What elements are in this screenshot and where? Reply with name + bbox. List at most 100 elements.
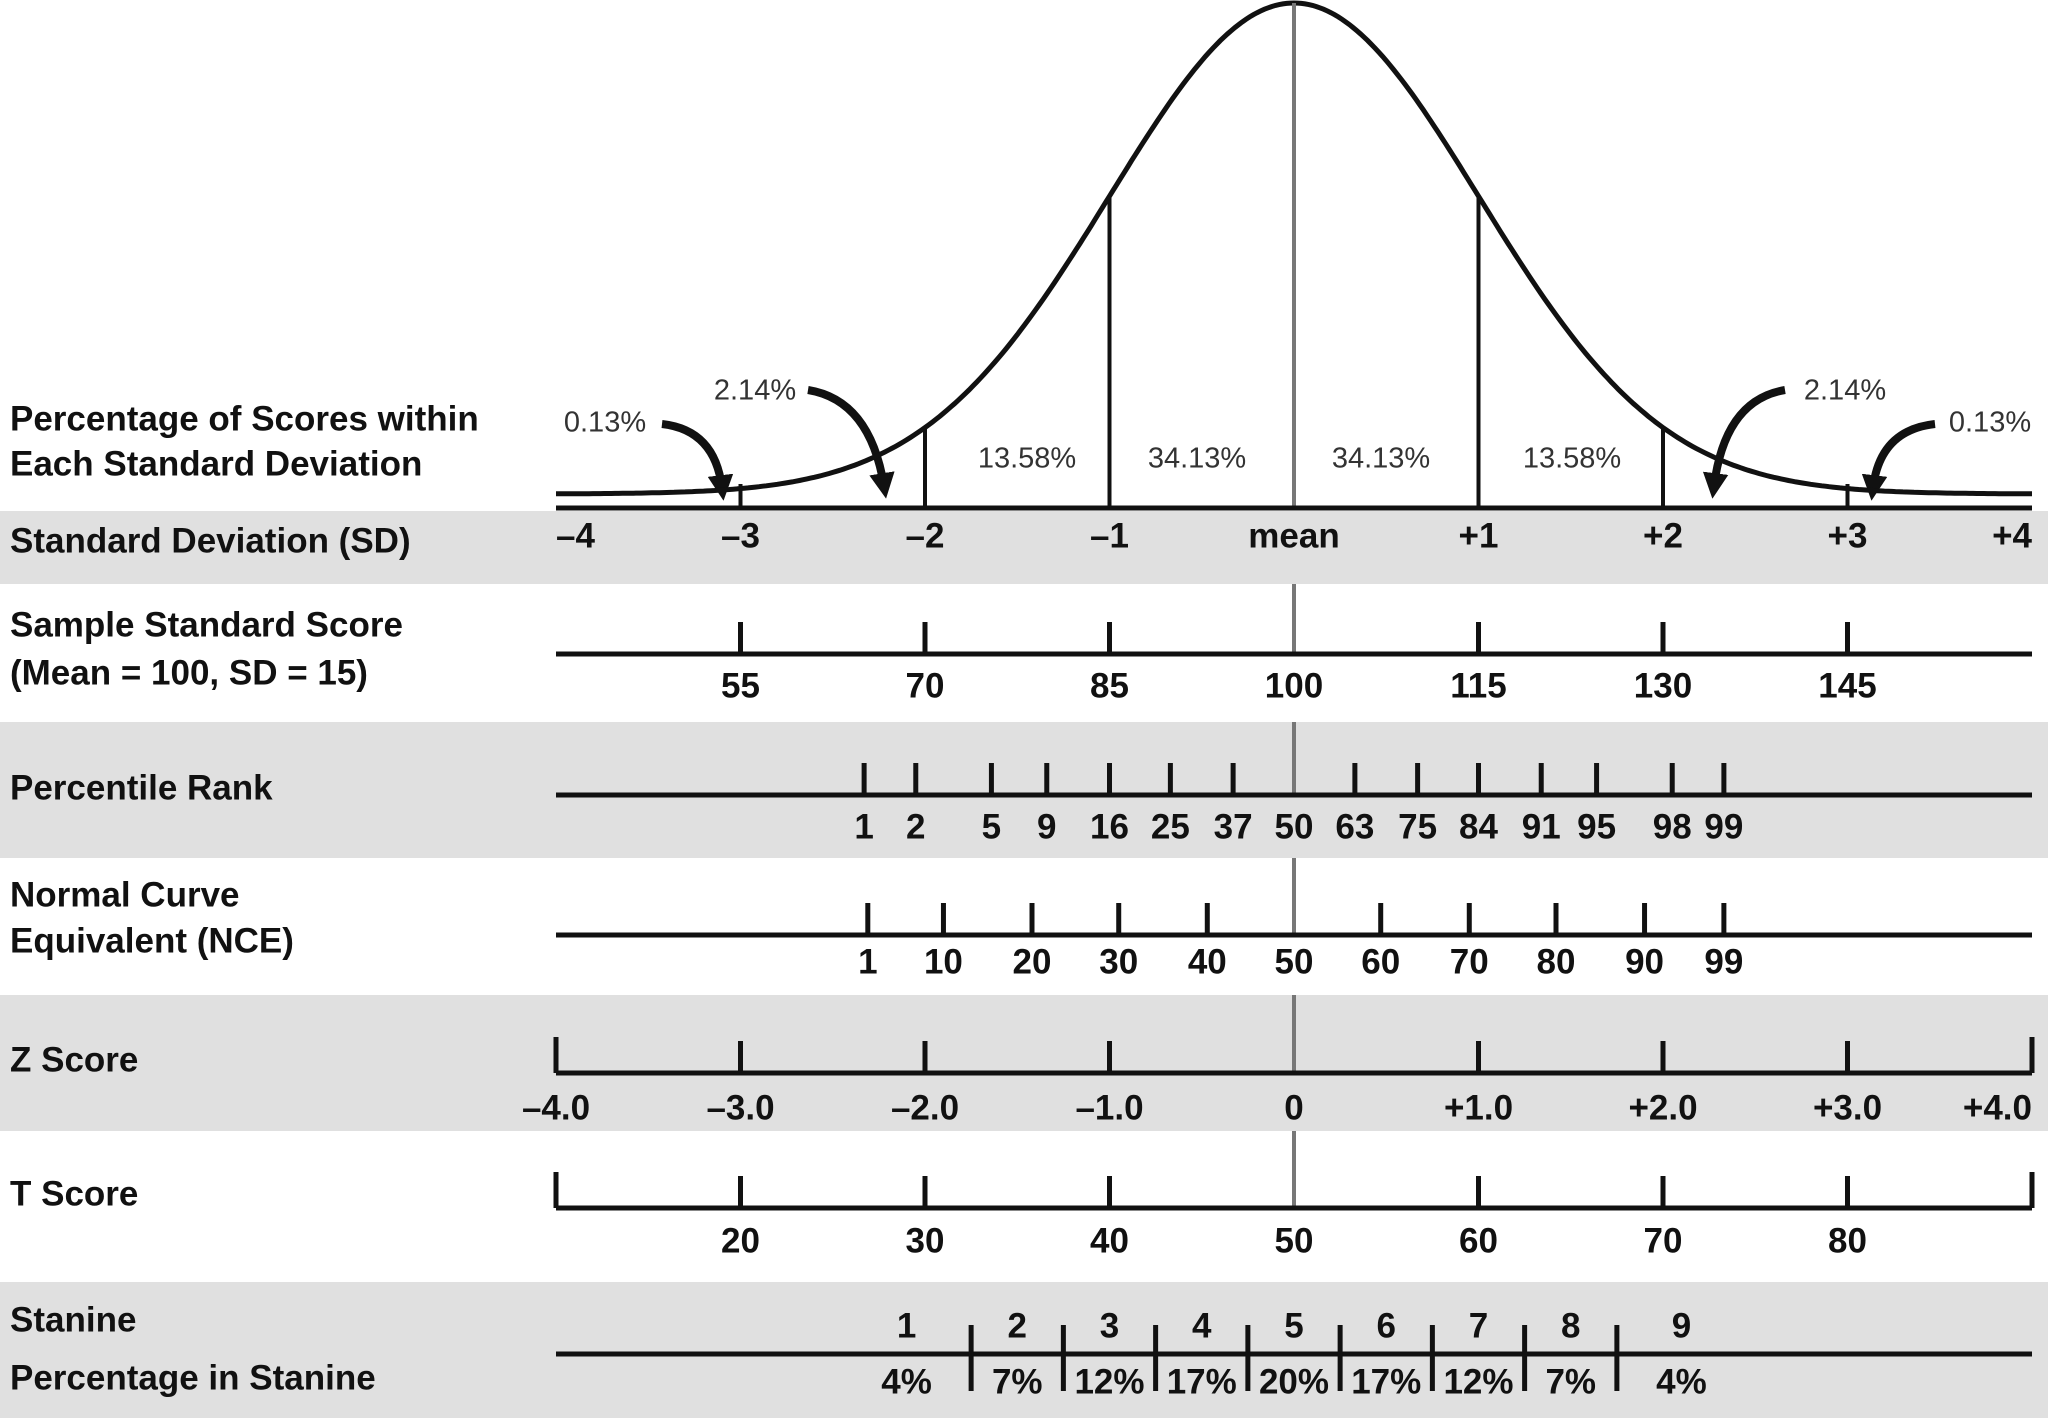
- stanine-number: 8: [1561, 1306, 1580, 1345]
- area-percentage: 34.13%: [1148, 443, 1246, 475]
- stanine-percentage: 12%: [1074, 1362, 1144, 1401]
- sd-label: mean: [1248, 516, 1339, 555]
- tick-label: 2: [906, 807, 925, 846]
- tick-label: +1.0: [1444, 1088, 1513, 1127]
- row-band: [0, 995, 2048, 1131]
- arrow: [661, 420, 734, 501]
- tick-label: 95: [1577, 807, 1616, 846]
- tick-label: 50: [1275, 807, 1314, 846]
- tick-label: 55: [721, 666, 760, 705]
- tick-label: 80: [1828, 1221, 1867, 1260]
- tick-label: 100: [1265, 666, 1323, 705]
- sd-label: –2: [906, 516, 945, 555]
- tick-label: 60: [1459, 1221, 1498, 1260]
- row-label: Percentage in Stanine: [10, 1358, 376, 1397]
- tick-label: 63: [1335, 807, 1374, 846]
- tick-label: 99: [1704, 942, 1743, 981]
- tick-label: 84: [1459, 807, 1498, 846]
- arrow: [807, 386, 895, 499]
- area-percentage: 2.14%: [714, 375, 796, 407]
- area-percentage: 2.14%: [1804, 375, 1886, 407]
- tick-label: –3.0: [706, 1088, 774, 1127]
- stanine-number: 7: [1469, 1306, 1488, 1345]
- tick-label: +3.0: [1813, 1088, 1882, 1127]
- tick-label: 80: [1537, 942, 1576, 981]
- sd-label: +2: [1643, 516, 1683, 555]
- tick-label: 99: [1704, 807, 1743, 846]
- arrow: [1702, 386, 1786, 499]
- stanine-number: 6: [1377, 1306, 1396, 1345]
- tick-label: 85: [1090, 666, 1129, 705]
- tick-label: 30: [906, 1221, 945, 1260]
- row-label: Equivalent (NCE): [10, 921, 294, 960]
- tick-label: –4.0: [522, 1088, 590, 1127]
- row-label: T Score: [10, 1174, 138, 1213]
- stanine-number: 9: [1672, 1306, 1691, 1345]
- stanine-number: 3: [1100, 1306, 1119, 1345]
- tick-label: 20: [1013, 942, 1052, 981]
- tick-label: 1: [854, 807, 873, 846]
- area-percentage: 13.58%: [978, 443, 1076, 475]
- tick-label: 5: [982, 807, 1001, 846]
- tick-label: +4.0: [1963, 1088, 2032, 1127]
- row-label: Stanine: [10, 1300, 136, 1339]
- curve-label: Each Standard Deviation: [10, 444, 422, 483]
- row-label: Standard Deviation (SD): [10, 521, 411, 560]
- tick-label: 37: [1214, 807, 1253, 846]
- tick-label: +2.0: [1628, 1088, 1697, 1127]
- stanine-percentage: 20%: [1259, 1362, 1329, 1401]
- area-percentage: 13.58%: [1523, 443, 1621, 475]
- tick-label: 40: [1090, 1221, 1129, 1260]
- stanine-number: 4: [1192, 1306, 1212, 1345]
- stanine-percentage: 7%: [1545, 1362, 1596, 1401]
- stanine-number: 2: [1008, 1306, 1027, 1345]
- tick-label: 130: [1634, 666, 1692, 705]
- tick-label: –2.0: [891, 1088, 959, 1127]
- tick-label: 10: [924, 942, 963, 981]
- tick-label: 115: [1450, 666, 1506, 705]
- tick-label: 98: [1653, 807, 1692, 846]
- row-band: [0, 722, 2048, 858]
- tick-label: –1.0: [1075, 1088, 1143, 1127]
- row-label: Percentile Rank: [10, 768, 273, 807]
- tick-label: 9: [1037, 807, 1056, 846]
- tick-label: 25: [1151, 807, 1190, 846]
- row-label: Z Score: [10, 1040, 138, 1079]
- stanine-percentage: 4%: [881, 1362, 932, 1401]
- stanine-percentage: 17%: [1167, 1362, 1237, 1401]
- row-bands: [0, 511, 2048, 1418]
- area-percentage: 0.13%: [564, 407, 646, 439]
- sd-label: +4: [1992, 516, 2032, 555]
- row-label: Sample Standard Score: [10, 605, 403, 644]
- tick-label: 50: [1275, 942, 1314, 981]
- tick-label: 16: [1090, 807, 1129, 846]
- tick-label: 145: [1818, 666, 1876, 705]
- tick-label: 40: [1188, 942, 1227, 981]
- tick-label: 20: [721, 1221, 760, 1260]
- arrows: [661, 386, 1936, 501]
- stanine-percentage: 12%: [1443, 1362, 1513, 1401]
- tick-label: 90: [1625, 942, 1664, 981]
- sd-label: –3: [721, 516, 760, 555]
- area-percentage: 0.13%: [1949, 407, 2031, 439]
- tick-label: 30: [1099, 942, 1138, 981]
- tick-label: 70: [906, 666, 945, 705]
- tick-label: 50: [1275, 1221, 1314, 1260]
- arrow: [1861, 420, 1936, 501]
- stanine-percentage: 7%: [992, 1362, 1043, 1401]
- tick-label: 91: [1522, 807, 1561, 846]
- sd-label: +3: [1828, 516, 1868, 555]
- tick-label: 0: [1284, 1088, 1303, 1127]
- row-band: [0, 511, 2048, 584]
- tick-label: 60: [1361, 942, 1400, 981]
- row-band: [0, 1282, 2048, 1418]
- stanine-percentage: 17%: [1351, 1362, 1421, 1401]
- curve-label: Percentage of Scores within: [10, 399, 479, 438]
- stanine-number: 5: [1284, 1306, 1303, 1345]
- stanine-percentage: 4%: [1656, 1362, 1707, 1401]
- row-label: Normal Curve: [10, 875, 240, 914]
- area-percentage: 34.13%: [1332, 443, 1430, 475]
- tick-label: 70: [1450, 942, 1489, 981]
- sd-label: –1: [1090, 516, 1129, 555]
